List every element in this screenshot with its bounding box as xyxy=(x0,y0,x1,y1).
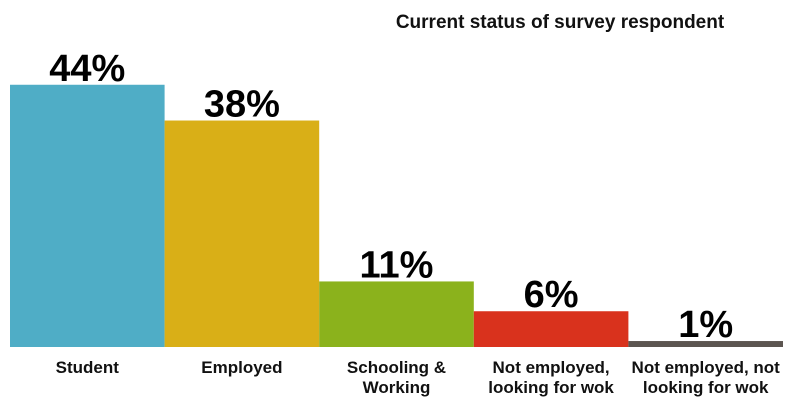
category-label-3: Schooling & Working xyxy=(347,358,446,397)
bar-4 xyxy=(473,311,629,347)
category-label-2: Employed xyxy=(201,358,282,377)
category-label-4: Not employed, looking for wok xyxy=(488,358,614,397)
data-label-3: 11% xyxy=(360,244,434,286)
data-label-5: 1% xyxy=(678,304,733,346)
category-label-5: Not employed, not looking for wok xyxy=(632,358,781,397)
value-labels-group: 44% 38% 11% 6% 1% xyxy=(49,48,733,346)
bar-2 xyxy=(164,120,320,348)
bars-group xyxy=(10,84,783,348)
data-label-1: 44% xyxy=(49,48,125,90)
category-labels-group: Student Employed Schooling & Working Not emp… xyxy=(56,358,781,397)
data-label-4: 6% xyxy=(524,274,579,316)
bar-1 xyxy=(10,84,165,347)
bar-3 xyxy=(319,281,474,347)
bar-5 xyxy=(628,341,783,347)
category-label-1: Student xyxy=(56,358,120,377)
data-label-2: 38% xyxy=(204,84,280,126)
chart-title: Current status of survey respondent xyxy=(396,12,725,33)
